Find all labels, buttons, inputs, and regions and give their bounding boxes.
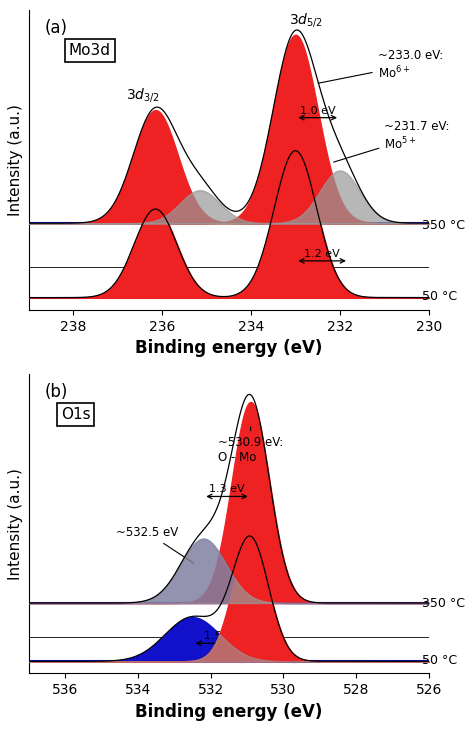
Text: O1s: O1s xyxy=(61,407,91,422)
Text: $3d_{3/2}$: $3d_{3/2}$ xyxy=(126,87,160,104)
Text: 1.5 eV: 1.5 eV xyxy=(204,631,239,642)
Text: 350 °C: 350 °C xyxy=(421,596,465,609)
Text: 1.3 eV: 1.3 eV xyxy=(209,485,245,494)
Text: ~532.5 eV: ~532.5 eV xyxy=(116,526,194,564)
Text: (b): (b) xyxy=(45,383,68,401)
Text: ~530.9 eV:
O - Mo: ~530.9 eV: O - Mo xyxy=(218,427,283,464)
Text: 1.2 eV: 1.2 eV xyxy=(304,249,340,259)
Y-axis label: Intensity (a.u.): Intensity (a.u.) xyxy=(9,104,23,216)
Text: ~233.0 eV:
Mo$^{6+}$: ~233.0 eV: Mo$^{6+}$ xyxy=(318,49,443,83)
Text: $3d_{5/2}$: $3d_{5/2}$ xyxy=(289,11,323,29)
Text: (a): (a) xyxy=(45,19,68,37)
Text: ~231.7 eV:
Mo$^{5+}$: ~231.7 eV: Mo$^{5+}$ xyxy=(334,120,450,162)
Text: Mo3d: Mo3d xyxy=(69,43,111,58)
X-axis label: Binding energy (eV): Binding energy (eV) xyxy=(135,703,322,721)
Y-axis label: Intensity (a.u.): Intensity (a.u.) xyxy=(9,468,23,580)
Text: 350 °C: 350 °C xyxy=(422,219,465,232)
X-axis label: Binding energy (eV): Binding energy (eV) xyxy=(135,339,322,357)
Text: 50 °C: 50 °C xyxy=(422,290,457,303)
Text: 1.0 eV: 1.0 eV xyxy=(300,106,336,116)
Text: 50 °C: 50 °C xyxy=(421,654,456,667)
